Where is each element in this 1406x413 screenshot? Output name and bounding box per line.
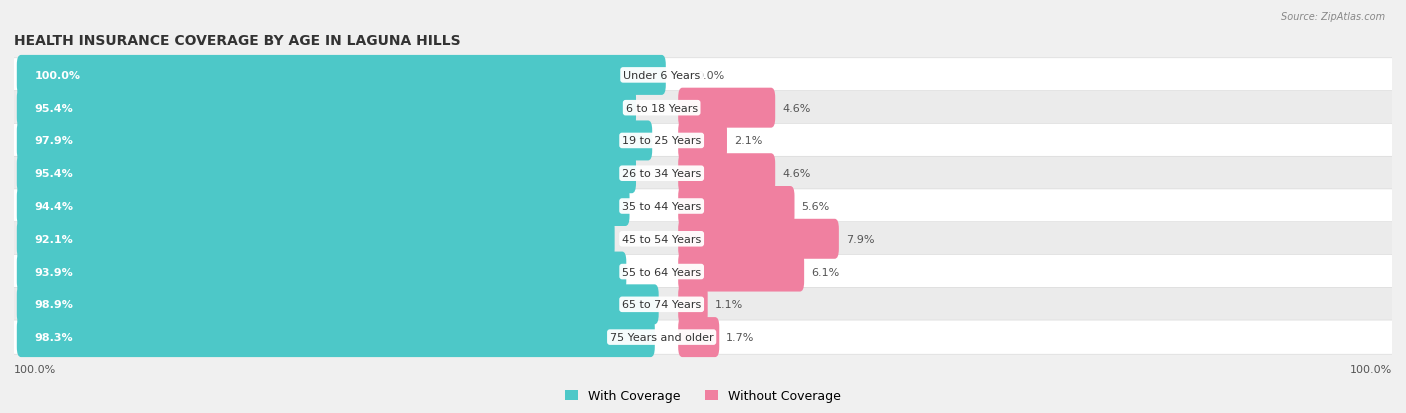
- Text: 6 to 18 Years: 6 to 18 Years: [626, 103, 697, 114]
- FancyBboxPatch shape: [678, 121, 727, 161]
- FancyBboxPatch shape: [14, 59, 1392, 93]
- Text: 94.4%: 94.4%: [35, 202, 73, 211]
- Text: 26 to 34 Years: 26 to 34 Years: [621, 169, 702, 179]
- FancyBboxPatch shape: [17, 121, 652, 161]
- FancyBboxPatch shape: [678, 88, 775, 128]
- FancyBboxPatch shape: [17, 88, 636, 128]
- Text: 92.1%: 92.1%: [35, 234, 73, 244]
- Text: 100.0%: 100.0%: [35, 71, 80, 81]
- Legend: With Coverage, Without Coverage: With Coverage, Without Coverage: [561, 385, 845, 408]
- FancyBboxPatch shape: [678, 252, 804, 292]
- FancyBboxPatch shape: [17, 219, 614, 259]
- Text: 1.1%: 1.1%: [714, 299, 742, 310]
- Text: 1.7%: 1.7%: [725, 332, 755, 342]
- Text: Under 6 Years: Under 6 Years: [623, 71, 700, 81]
- Text: 6.1%: 6.1%: [811, 267, 839, 277]
- Text: Source: ZipAtlas.com: Source: ZipAtlas.com: [1281, 12, 1385, 22]
- FancyBboxPatch shape: [17, 317, 655, 357]
- Text: 98.3%: 98.3%: [35, 332, 73, 342]
- FancyBboxPatch shape: [678, 285, 707, 325]
- FancyBboxPatch shape: [14, 190, 1392, 223]
- Text: 95.4%: 95.4%: [35, 103, 73, 114]
- Text: 45 to 54 Years: 45 to 54 Years: [621, 234, 702, 244]
- FancyBboxPatch shape: [14, 320, 1392, 354]
- FancyBboxPatch shape: [17, 285, 658, 325]
- Text: 75 Years and older: 75 Years and older: [610, 332, 713, 342]
- Text: HEALTH INSURANCE COVERAGE BY AGE IN LAGUNA HILLS: HEALTH INSURANCE COVERAGE BY AGE IN LAGU…: [14, 34, 461, 48]
- FancyBboxPatch shape: [17, 56, 666, 96]
- Text: 4.6%: 4.6%: [782, 103, 810, 114]
- Text: 35 to 44 Years: 35 to 44 Years: [621, 202, 702, 211]
- FancyBboxPatch shape: [14, 157, 1392, 191]
- FancyBboxPatch shape: [678, 187, 794, 226]
- Text: 4.6%: 4.6%: [782, 169, 810, 179]
- FancyBboxPatch shape: [14, 222, 1392, 256]
- Text: 7.9%: 7.9%: [846, 234, 875, 244]
- Text: 65 to 74 Years: 65 to 74 Years: [621, 299, 702, 310]
- FancyBboxPatch shape: [14, 124, 1392, 158]
- Text: 2.1%: 2.1%: [734, 136, 762, 146]
- FancyBboxPatch shape: [14, 91, 1392, 126]
- FancyBboxPatch shape: [14, 255, 1392, 289]
- Text: 97.9%: 97.9%: [35, 136, 73, 146]
- Text: 95.4%: 95.4%: [35, 169, 73, 179]
- Text: 5.6%: 5.6%: [801, 202, 830, 211]
- FancyBboxPatch shape: [17, 154, 636, 194]
- FancyBboxPatch shape: [678, 219, 839, 259]
- FancyBboxPatch shape: [17, 187, 630, 226]
- Text: 55 to 64 Years: 55 to 64 Years: [621, 267, 702, 277]
- Text: 19 to 25 Years: 19 to 25 Years: [621, 136, 702, 146]
- FancyBboxPatch shape: [678, 154, 775, 194]
- Text: 100.0%: 100.0%: [1350, 364, 1392, 374]
- FancyBboxPatch shape: [678, 317, 720, 357]
- Text: 98.9%: 98.9%: [35, 299, 73, 310]
- FancyBboxPatch shape: [17, 252, 626, 292]
- Text: 93.9%: 93.9%: [35, 267, 73, 277]
- FancyBboxPatch shape: [14, 287, 1392, 322]
- Text: 100.0%: 100.0%: [14, 364, 56, 374]
- Text: 0.0%: 0.0%: [696, 71, 724, 81]
